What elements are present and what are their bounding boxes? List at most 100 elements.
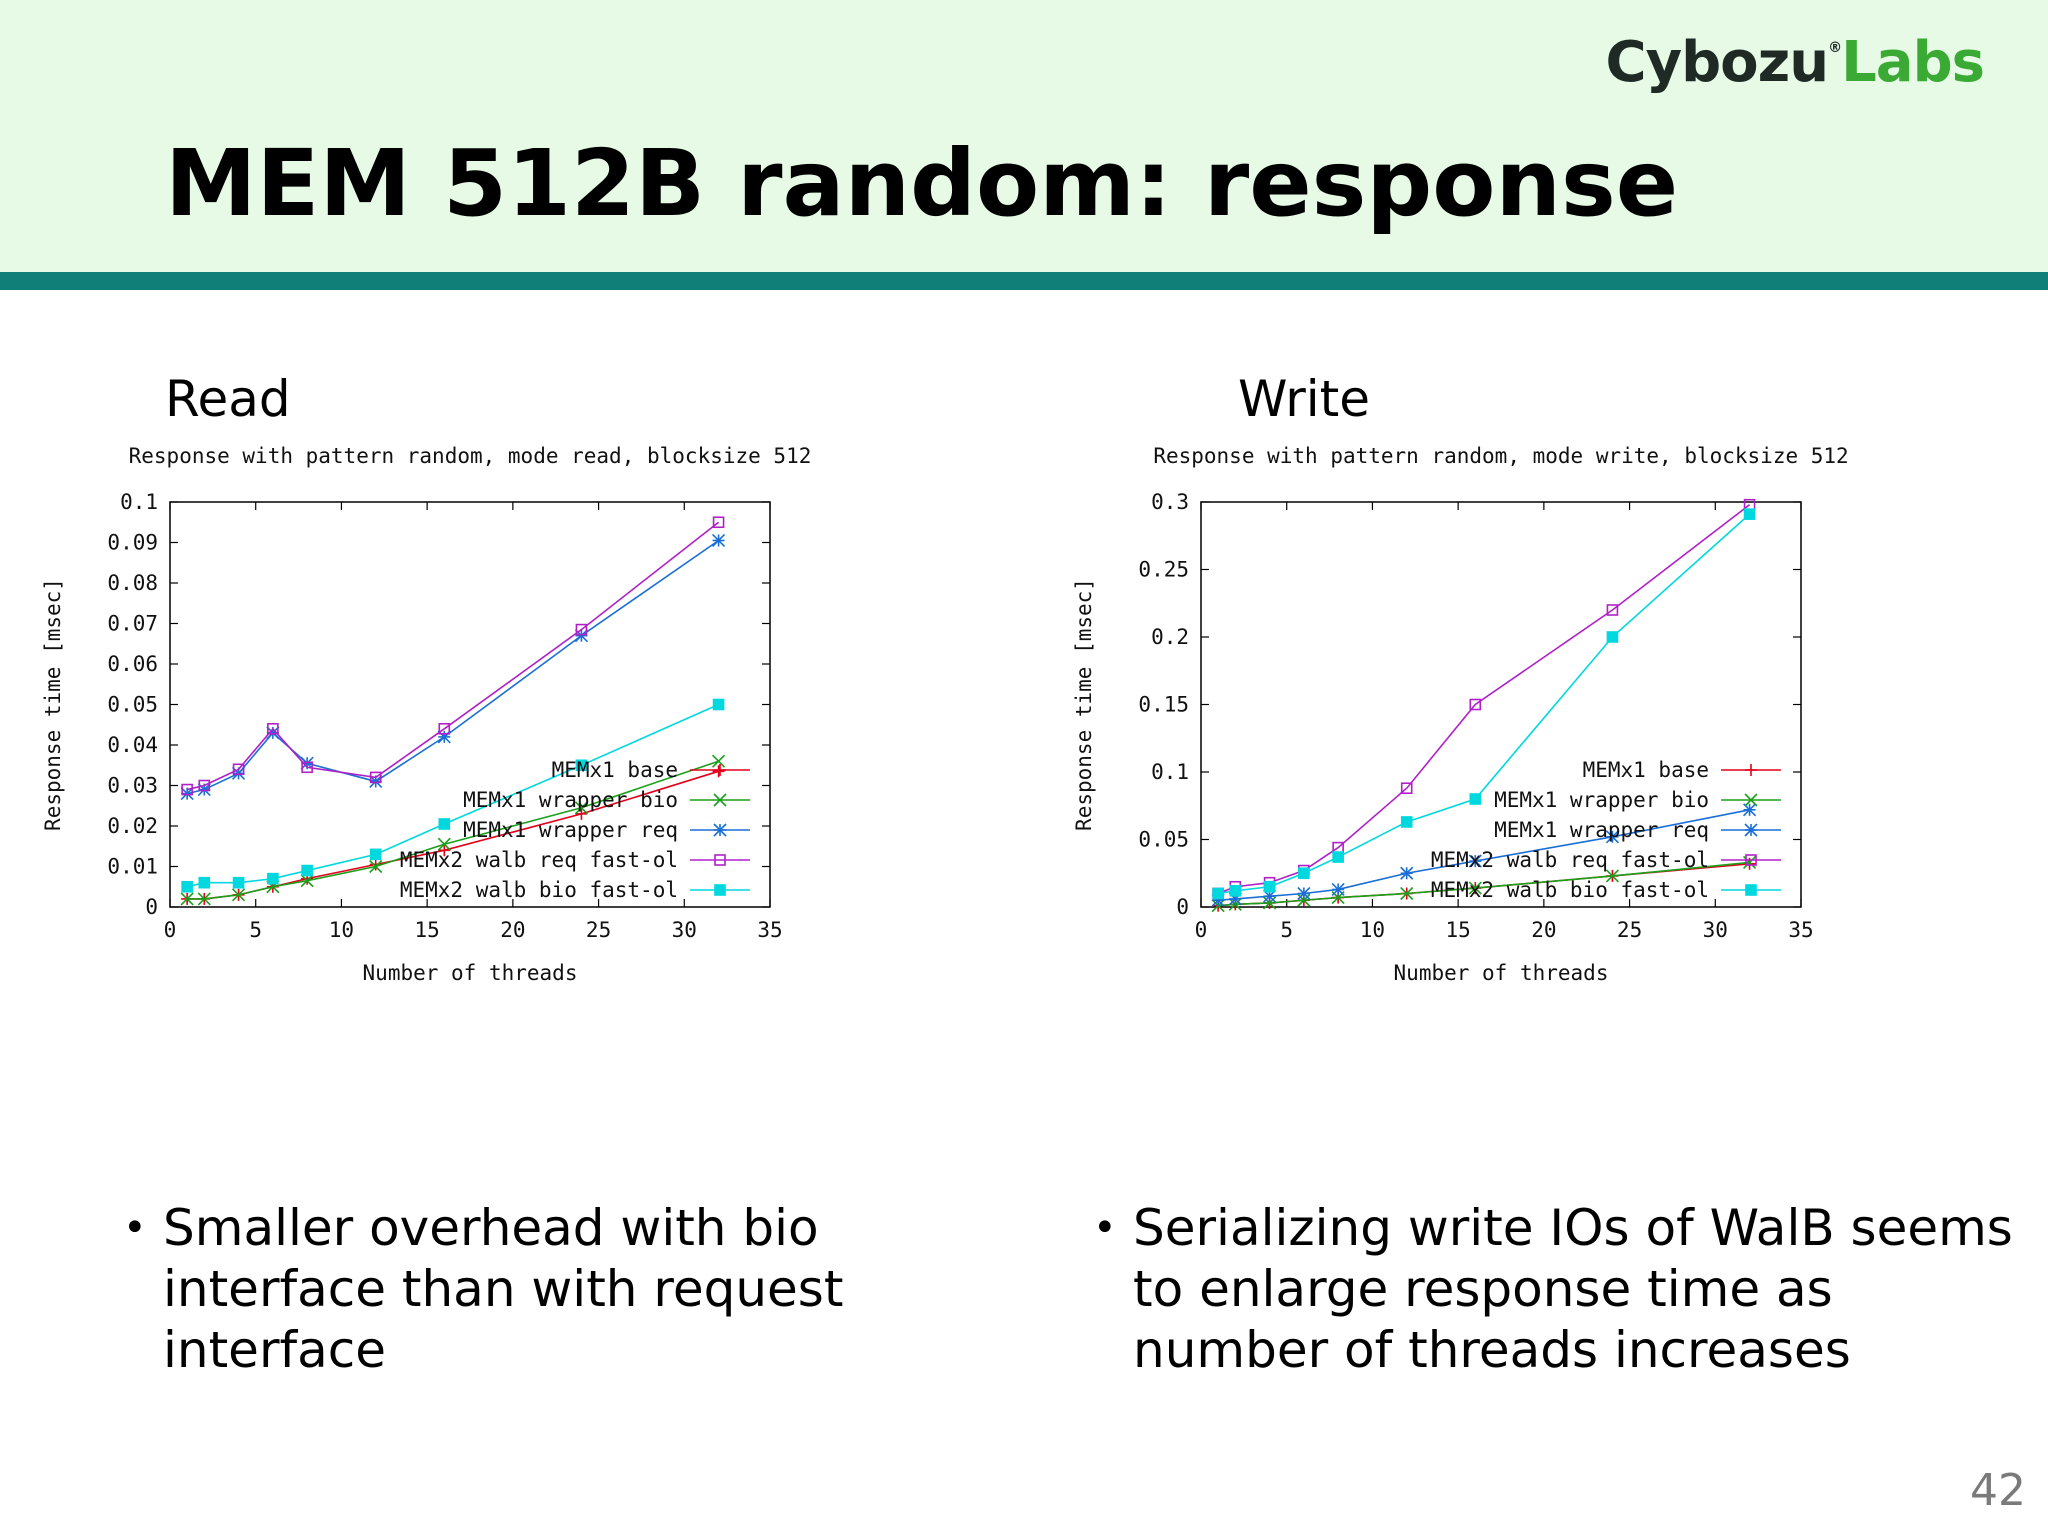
read-y-tick-label: 0.02 bbox=[107, 814, 158, 838]
slide-title: MEM 512B random: response bbox=[165, 130, 1679, 237]
read-y-axis-label: Response time [msec] bbox=[41, 578, 65, 831]
write-data-point-2 bbox=[1297, 886, 1311, 901]
write-legend-marker bbox=[1745, 854, 1757, 866]
read-data-point-3 bbox=[181, 783, 193, 796]
write-data-point-4 bbox=[1212, 887, 1224, 900]
read-data-point-1 bbox=[712, 754, 726, 768]
read-data-point-4 bbox=[712, 698, 725, 711]
write-data-point-4 bbox=[1332, 851, 1344, 863]
write-data-point-2 bbox=[1468, 854, 1482, 868]
write-response-chart: Response with pattern random, mode write… bbox=[1072, 444, 1849, 985]
write-y-tick-label: 0.1 bbox=[1151, 760, 1189, 784]
write-x-axis-label: Number of threads bbox=[1394, 961, 1609, 985]
write-bullet: • Serializing write IOs of WalB seems to… bbox=[1093, 1198, 2013, 1381]
read-x-tick-label: 25 bbox=[586, 918, 611, 942]
read-data-point-1 bbox=[197, 892, 211, 906]
read-data-point-1 bbox=[232, 888, 246, 902]
write-data-point-4 bbox=[1263, 880, 1276, 893]
read-data-point-1 bbox=[369, 859, 383, 874]
write-legend-label: MEMx1 wrapper req bbox=[1494, 818, 1709, 842]
read-legend-marker bbox=[714, 764, 726, 776]
write-data-point-2 bbox=[1605, 830, 1619, 844]
write-y-tick-label: 0.2 bbox=[1151, 625, 1189, 649]
write-x-tick-label: 30 bbox=[1703, 918, 1728, 942]
write-x-tick-label: 15 bbox=[1445, 918, 1470, 942]
read-response-chart: Response with pattern random, mode read,… bbox=[41, 444, 812, 985]
write-data-point-1 bbox=[1605, 869, 1619, 883]
write-legend-marker bbox=[1744, 793, 1758, 807]
read-data-point-3 bbox=[232, 763, 245, 776]
read-bullet-text: Smaller overhead with bio interface than… bbox=[163, 1199, 844, 1379]
write-series-line-3 bbox=[1217, 504, 1751, 895]
write-legend-marker bbox=[1745, 764, 1757, 776]
read-data-point-1 bbox=[180, 892, 194, 906]
write-data-point-4 bbox=[1229, 884, 1242, 897]
read-legend-marker bbox=[713, 793, 727, 807]
read-data-point-2 bbox=[712, 533, 726, 548]
read-data-point-0 bbox=[438, 844, 451, 857]
read-legend-label: MEMx2 walb bio fast-ol bbox=[400, 878, 678, 902]
write-data-point-2 bbox=[1331, 882, 1345, 897]
bullet-dot: • bbox=[1093, 1205, 1117, 1251]
read-y-tick-label: 0 bbox=[145, 895, 158, 919]
write-bullet-text: Serializing write IOs of WalB seems to e… bbox=[1133, 1199, 2013, 1379]
write-legend-label: MEMx2 walb req fast-ol bbox=[1431, 848, 1709, 872]
read-data-point-3 bbox=[438, 722, 451, 735]
read-legend-marker bbox=[714, 884, 726, 896]
write-data-point-3 bbox=[1469, 698, 1482, 711]
write-data-point-1 bbox=[1263, 896, 1277, 910]
cybozu-labs-logo: Cybozu®Labs bbox=[1605, 30, 1985, 95]
read-plot-frame bbox=[169, 501, 771, 908]
read-y-tick-label: 0.01 bbox=[107, 855, 158, 879]
read-bullet: • Smaller overhead with bio interface th… bbox=[123, 1198, 993, 1381]
write-legend-label: MEMx2 walb bio fast-ol bbox=[1431, 878, 1709, 902]
read-data-point-4 bbox=[232, 876, 245, 889]
read-x-tick-label: 35 bbox=[757, 918, 782, 942]
write-y-tick-label: 0.15 bbox=[1138, 693, 1189, 717]
write-data-point-1 bbox=[1297, 893, 1311, 907]
write-x-tick-label: 35 bbox=[1788, 918, 1813, 942]
bullet-dot: • bbox=[123, 1205, 147, 1251]
write-y-tick-label: 0 bbox=[1176, 895, 1189, 919]
read-data-point-4 bbox=[181, 880, 193, 893]
read-data-point-4 bbox=[369, 848, 382, 861]
read-legend-label: MEMx2 walb req fast-ol bbox=[400, 848, 678, 872]
write-x-tick-label: 25 bbox=[1617, 918, 1642, 942]
read-x-tick-label: 0 bbox=[164, 918, 177, 942]
read-data-point-1 bbox=[437, 837, 451, 851]
read-y-tick-label: 0.06 bbox=[107, 652, 158, 676]
write-x-tick-label: 0 bbox=[1195, 918, 1208, 942]
read-legend-marker bbox=[713, 823, 727, 837]
read-data-point-4 bbox=[438, 818, 451, 830]
write-legend-marker bbox=[1744, 823, 1758, 837]
write-y-tick-label: 0.25 bbox=[1138, 558, 1189, 582]
read-y-tick-label: 0.1 bbox=[120, 490, 158, 514]
write-legend-marker bbox=[1745, 884, 1757, 896]
read-data-point-3 bbox=[301, 761, 313, 774]
write-legend-label: MEMx1 base bbox=[1583, 758, 1709, 782]
write-y-tick-label: 0.05 bbox=[1138, 828, 1189, 852]
read-panel-label: Read bbox=[165, 370, 291, 428]
read-y-tick-label: 0.05 bbox=[107, 693, 158, 717]
read-y-tick-label: 0.04 bbox=[107, 733, 158, 757]
read-data-point-4 bbox=[301, 864, 313, 877]
write-data-point-2 bbox=[1400, 866, 1414, 880]
read-data-point-4 bbox=[198, 876, 211, 889]
header-divider-bar bbox=[0, 272, 2048, 290]
write-chart-title: Response with pattern random, mode write… bbox=[1153, 444, 1848, 468]
read-chart-title: Response with pattern random, mode read,… bbox=[129, 444, 812, 468]
write-x-tick-label: 20 bbox=[1531, 918, 1556, 942]
write-y-tick-label: 0.3 bbox=[1151, 490, 1189, 514]
write-data-point-4 bbox=[1298, 867, 1310, 880]
read-x-tick-label: 20 bbox=[500, 918, 525, 942]
write-data-point-3 bbox=[1400, 782, 1413, 795]
read-y-tick-label: 0.08 bbox=[107, 571, 158, 595]
read-x-tick-label: 5 bbox=[249, 918, 262, 942]
read-x-tick-label: 10 bbox=[329, 918, 354, 942]
read-legend-marker bbox=[714, 854, 726, 866]
write-x-tick-label: 10 bbox=[1360, 918, 1385, 942]
logo-part1: Cybozu bbox=[1605, 30, 1829, 95]
read-data-point-2 bbox=[437, 730, 451, 744]
read-legend-label: MEMx1 wrapper req bbox=[463, 818, 678, 842]
read-data-point-3 bbox=[369, 771, 382, 784]
